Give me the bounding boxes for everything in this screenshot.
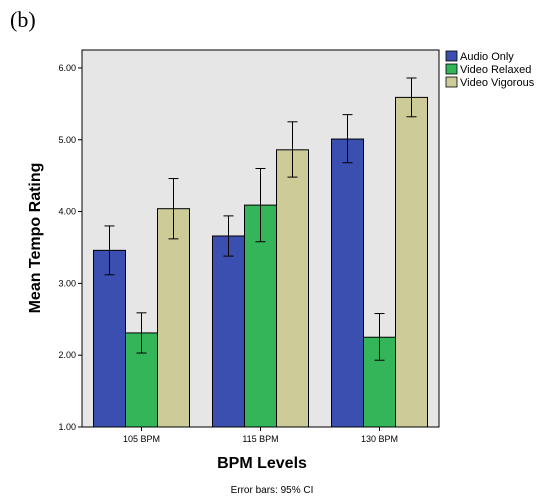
- legend-label: Video Relaxed: [460, 64, 531, 76]
- x-tick-label: 130 BPM: [361, 434, 398, 444]
- x-tick-label: 105 BPM: [123, 434, 160, 444]
- y-tick-label: 3.00: [58, 278, 76, 288]
- bar-audio-only: [93, 249, 126, 428]
- x-axis-ticks: 105 BPM 115 BPM 130 BPM: [123, 427, 398, 444]
- legend-label: Video Vigorous: [460, 77, 535, 89]
- y-tick-label: 4.00: [58, 207, 76, 217]
- panel-label: (b): [10, 7, 36, 32]
- legend-swatch: [445, 50, 458, 62]
- legend-label: Audio Only: [460, 51, 514, 63]
- y-tick-label: 5.00: [58, 135, 76, 145]
- error-bars-footnote: Error bars: 95% CI: [231, 485, 314, 496]
- y-tick-label: 6.00: [58, 63, 76, 73]
- x-tick-label: 115 BPM: [242, 434, 278, 444]
- y-tick-label: 1.00: [58, 422, 76, 432]
- x-axis-title: BPM Levels: [217, 455, 307, 472]
- legend-swatch: [445, 76, 458, 88]
- bar-video-vigorous: [157, 208, 190, 428]
- bar-audio-only: [212, 235, 245, 428]
- error-bars: [104, 77, 417, 361]
- y-tick-label: 2.00: [58, 350, 76, 360]
- bar-video-vigorous: [276, 149, 309, 428]
- y-axis-ticks: 1.00 2.00 3.00 4.00 5.00 6.00: [58, 63, 82, 432]
- bar-audio-only: [331, 138, 364, 428]
- bar-video-vigorous: [395, 96, 428, 428]
- y-axis-title: Mean Tempo Rating: [27, 163, 44, 314]
- legend-swatch: [445, 63, 458, 75]
